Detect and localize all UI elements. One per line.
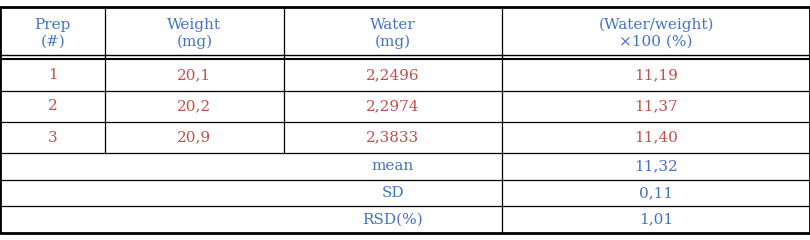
Text: Prep
(#): Prep (#)	[35, 18, 70, 48]
Text: (Water/weight)
×100 (%): (Water/weight) ×100 (%)	[599, 18, 714, 48]
Text: mean: mean	[372, 159, 414, 174]
Text: 2,3833: 2,3833	[366, 131, 420, 144]
Text: SD: SD	[382, 186, 404, 200]
Text: 20,2: 20,2	[177, 99, 211, 113]
Text: 1: 1	[48, 68, 58, 82]
Text: Weight
(mg): Weight (mg)	[168, 18, 221, 49]
Text: 11,37: 11,37	[634, 99, 678, 113]
Text: 2,2974: 2,2974	[366, 99, 420, 113]
Text: 1,01: 1,01	[639, 213, 673, 227]
Text: 0,11: 0,11	[639, 186, 673, 200]
Text: 20,1: 20,1	[177, 68, 211, 82]
Text: 2,2496: 2,2496	[366, 68, 420, 82]
Text: 11,32: 11,32	[634, 159, 678, 174]
Text: 11,19: 11,19	[634, 68, 678, 82]
Text: 11,40: 11,40	[634, 131, 678, 144]
Text: RSD(%): RSD(%)	[362, 213, 423, 227]
Text: 3: 3	[48, 131, 58, 144]
Text: 20,9: 20,9	[177, 131, 211, 144]
Text: Water
(mg): Water (mg)	[370, 18, 416, 49]
Text: 2: 2	[48, 99, 58, 113]
